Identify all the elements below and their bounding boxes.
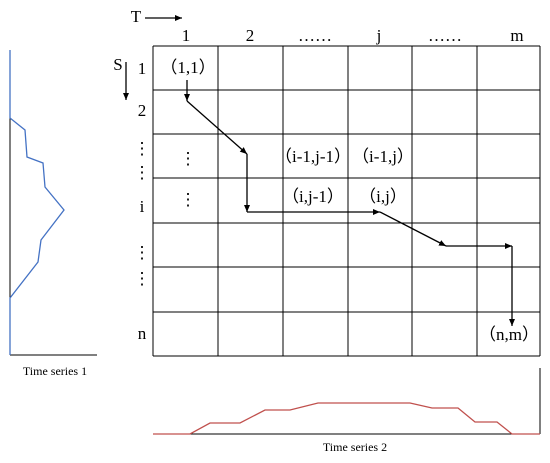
column-label: 1 bbox=[182, 26, 191, 45]
row-label: ⋮ bbox=[134, 269, 151, 288]
cell-label: （i-1,j-1） bbox=[275, 147, 351, 166]
s-label: S bbox=[113, 55, 122, 74]
t-label: T bbox=[131, 7, 142, 26]
cell-label: （n,m） bbox=[479, 325, 539, 344]
column-label: j bbox=[376, 26, 382, 45]
column-label: …… bbox=[428, 26, 462, 45]
cell-label: ⋮ bbox=[180, 149, 197, 168]
row-label: n bbox=[138, 324, 147, 343]
cell-label: ⋮ bbox=[180, 190, 197, 209]
row-label: 2 bbox=[138, 101, 147, 120]
row-label: i bbox=[140, 197, 145, 216]
warping-path bbox=[184, 80, 515, 326]
row-label: 1 bbox=[138, 59, 147, 78]
cost-matrix-grid bbox=[152, 45, 541, 357]
column-label: 2 bbox=[246, 26, 255, 45]
cell-label: （i,j-1） bbox=[282, 187, 344, 206]
row-label: ⋮ bbox=[134, 243, 151, 262]
series-2-line bbox=[153, 402, 540, 435]
cell-label: （i,j） bbox=[359, 187, 407, 206]
column-label: …… bbox=[298, 26, 332, 45]
series-1-line bbox=[9, 50, 65, 355]
series-2-label: Time series 2 bbox=[323, 440, 387, 454]
row-label: ⋮ bbox=[134, 139, 151, 158]
cell-label: （i-1,j） bbox=[352, 147, 414, 166]
column-label: m bbox=[510, 26, 523, 45]
series-1-label: Time series 1 bbox=[23, 364, 87, 378]
row-label: ⋮ bbox=[134, 163, 151, 182]
cell-label: （1,1） bbox=[160, 58, 215, 77]
